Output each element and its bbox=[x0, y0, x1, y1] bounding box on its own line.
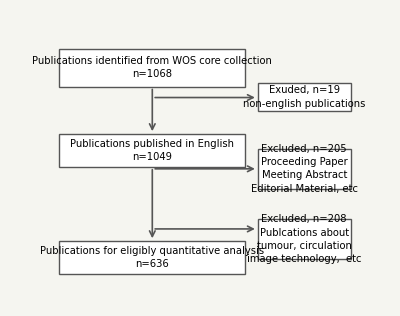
Text: Exuded, n=19
non-english publications: Exuded, n=19 non-english publications bbox=[243, 85, 365, 108]
FancyBboxPatch shape bbox=[258, 83, 351, 111]
Text: Excluded, n=208
Publcations about
tumour, circulation
image technology,  etc: Excluded, n=208 Publcations about tumour… bbox=[247, 215, 362, 264]
FancyBboxPatch shape bbox=[59, 49, 245, 87]
Text: Publications for eligibly quantitative analysis
n=636: Publications for eligibly quantitative a… bbox=[40, 246, 264, 269]
Text: Publications identified from WOS core collection
n=1068: Publications identified from WOS core co… bbox=[32, 56, 272, 79]
Text: Excluded, n=205
Proceeding Paper
Meeting Abstract
Editorial Material, etc: Excluded, n=205 Proceeding Paper Meeting… bbox=[251, 144, 358, 193]
FancyBboxPatch shape bbox=[258, 149, 351, 189]
FancyBboxPatch shape bbox=[258, 219, 351, 259]
FancyBboxPatch shape bbox=[59, 241, 245, 274]
FancyBboxPatch shape bbox=[59, 134, 245, 167]
Text: Publications published in English
n=1049: Publications published in English n=1049 bbox=[70, 139, 234, 162]
